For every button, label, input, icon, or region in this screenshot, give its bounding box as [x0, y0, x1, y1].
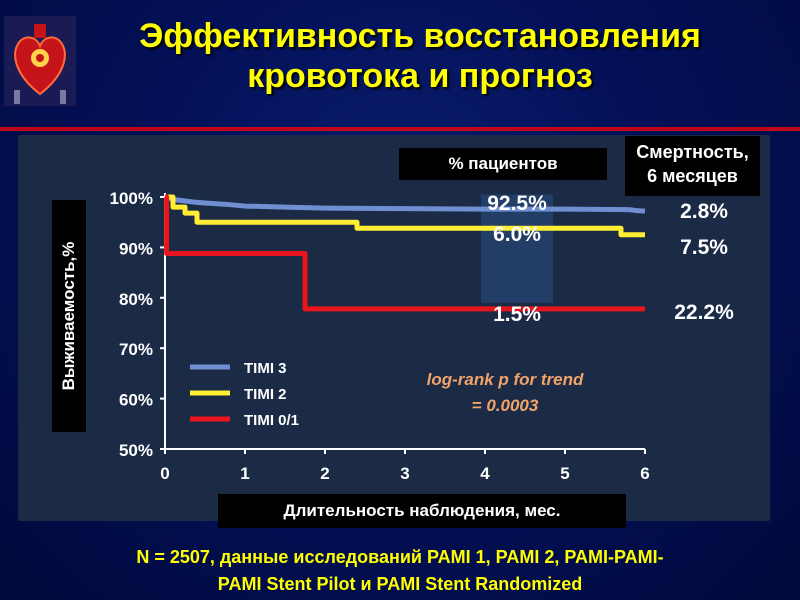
mortality-label: 2.8% [680, 200, 728, 223]
y-tick-label: 60% [119, 391, 153, 410]
mortality-header-line2: 6 месяцев [647, 166, 738, 186]
footnote-line2: PAMI Stent Pilot и PAMI Stent Randomized [217, 574, 583, 594]
mortality-label: 22.2% [674, 301, 734, 324]
y-tick-label: 70% [119, 340, 153, 359]
x-tick-label: 3 [400, 464, 409, 483]
series-line-3 [164, 194, 645, 312]
y-tick-label: 100% [110, 189, 153, 208]
series-line-1 [164, 194, 646, 214]
slide-title: Эффективность восстановления кровотока и… [139, 17, 701, 95]
chart-panel: 100% 90% 80% 70% 60% 50% 0 1 2 3 4 5 6 92.5% 2.8% TIMI … [18, 135, 770, 521]
mortality-header-line1: Смертность, [636, 142, 749, 162]
x-tick-label: 0 [160, 464, 169, 483]
percent-patients-header: % пациентов [399, 148, 607, 180]
percent-label: 6.0% [493, 223, 541, 246]
footnote: N = 2507, данные исследований PAMI 1, PA… [60, 544, 740, 598]
y-tick-label: 90% [119, 239, 153, 258]
legend-label: TIMI 2 [244, 386, 287, 403]
legend-label: TIMI 0/1 [244, 412, 299, 429]
y-tick-label: 50% [119, 441, 153, 460]
legend-label: TIMI 3 [244, 360, 287, 377]
y-tick-label: 80% [119, 290, 153, 309]
series-line-2 [165, 194, 645, 238]
mortality-label: 7.5% [680, 236, 728, 259]
percent-label: 1.5% [493, 303, 541, 326]
y-axis-label-box: Выживаемость,% [52, 200, 86, 432]
title-divider [0, 127, 800, 131]
x-tick-label: 2 [320, 464, 329, 483]
heart-logo-icon [4, 16, 76, 106]
x-tick-label: 4 [480, 464, 490, 483]
x-tick-label: 5 [560, 464, 569, 483]
x-axis-label: Длительность наблюдения, мес. [218, 494, 626, 528]
footnote-line1: N = 2507, данные исследований PAMI 1, PA… [136, 547, 664, 567]
survival-chart: 100% 90% 80% 70% 60% 50% 0 1 2 3 4 5 6 92.5% 2.8% TIMI … [110, 189, 735, 483]
y-axis-label: Выживаемость,% [59, 241, 78, 391]
percent-column-highlight [481, 194, 553, 303]
annotation-line1: log-rank p for trend [427, 370, 584, 389]
mortality-header: Смертность, 6 месяцев [625, 136, 760, 196]
x-tick-label: 6 [640, 464, 649, 483]
percent-label: 92.5% [487, 192, 547, 215]
annotation-line2: = 0.0003 [472, 396, 539, 415]
x-tick-label: 1 [240, 464, 249, 483]
